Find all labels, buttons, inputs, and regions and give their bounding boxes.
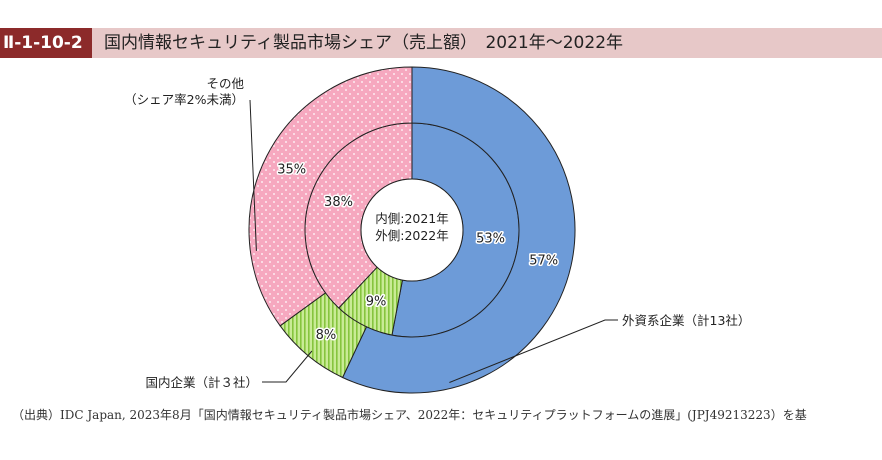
callout-leaders	[249, 99, 618, 383]
category-label-2-line-1: （シェア率2%未満）	[124, 92, 244, 107]
center-label-line-0: 内側:2021年	[375, 211, 449, 226]
leader-line-2	[249, 99, 257, 251]
value-label-inner-1: 9%	[366, 294, 387, 309]
leader-line-1	[262, 350, 313, 383]
value-labels: 53% 9% 38% 57% 8% 35%	[276, 161, 560, 344]
center-hole	[360, 178, 464, 282]
slice-outer-0	[341, 66, 576, 394]
category-callouts: 外資系企業（計13社） 国内企業（計３社） その他（シェア率2%未満）	[124, 76, 750, 390]
leader-line-0	[449, 319, 618, 383]
figure-title: 国内情報セキュリティ製品市場シェア（売上額） 2021年〜2022年	[104, 33, 624, 53]
value-label-inner-0: 53%	[476, 231, 505, 246]
figure-number: Ⅱ-1-10-2	[0, 28, 92, 58]
category-label-0-line-0: 外資系企業（計13社）	[622, 313, 750, 328]
category-label-2-line-0: その他	[206, 76, 244, 91]
value-label-outer-2: 35%	[277, 163, 306, 178]
center-label-line-1: 外側:2022年	[375, 228, 449, 243]
category-label-1-line-0: 国内企業（計３社）	[145, 375, 258, 390]
slice-outer-2	[248, 66, 413, 327]
donut-rings	[248, 66, 576, 394]
source-note: （出典）IDC Japan, 2023年8月「国内情報セキュリティ製品市場シェア…	[12, 408, 807, 422]
value-label-outer-0: 57%	[529, 253, 558, 268]
figure-header: Ⅱ-1-10-2 国内情報セキュリティ製品市場シェア（売上額） 2021年〜20…	[0, 28, 882, 58]
value-label-inner-2: 38%	[324, 195, 353, 210]
value-label-outer-1: 8%	[316, 328, 337, 343]
